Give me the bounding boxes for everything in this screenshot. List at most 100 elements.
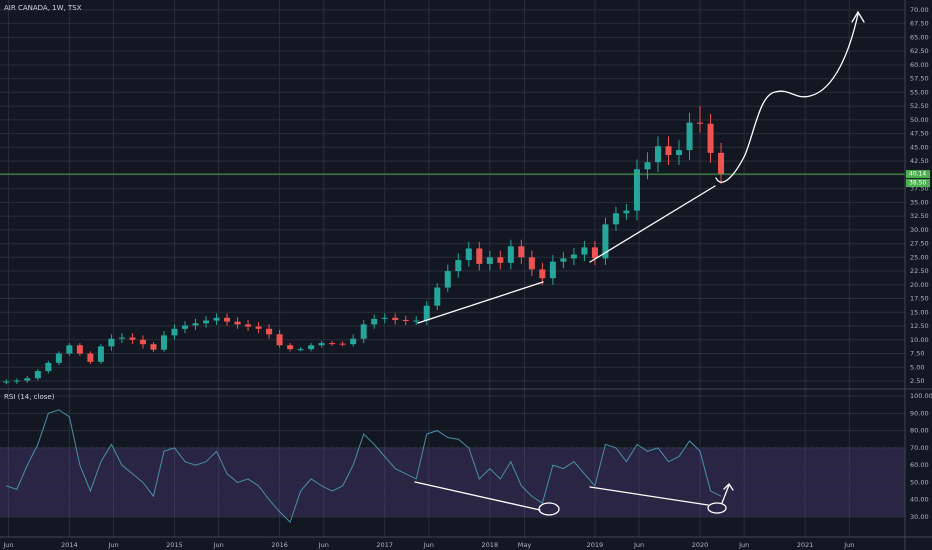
candle-body <box>171 328 178 336</box>
x-tick-label: 2019 <box>587 541 604 549</box>
candle-body <box>413 320 420 322</box>
candle-body <box>560 258 567 262</box>
candle-body <box>350 338 357 345</box>
candle-body <box>213 317 220 321</box>
candle-body <box>465 248 472 261</box>
x-tick-label: 2020 <box>692 541 709 549</box>
candle-body <box>360 324 367 339</box>
candle-body <box>97 346 104 362</box>
candle-body <box>654 146 661 163</box>
y-tick-label: 17.50 <box>910 295 929 303</box>
candle-body <box>686 122 693 151</box>
x-tick-label: 2017 <box>376 541 393 549</box>
candle-body <box>45 362 52 372</box>
y-tick-label: 50.00 <box>910 478 929 486</box>
candle-body <box>87 353 94 362</box>
candle-body <box>549 261 556 279</box>
x-tick-label: Jun <box>213 541 224 549</box>
candle-body <box>570 254 577 259</box>
candle-body <box>486 257 493 264</box>
candle-body <box>150 344 157 350</box>
candle-body <box>518 246 525 258</box>
arrow-head <box>851 10 865 23</box>
y-tick-label: 12.50 <box>910 322 929 330</box>
candle-body <box>245 324 252 327</box>
candle-body <box>297 349 304 351</box>
price-tag-label: 40.14 <box>909 171 926 178</box>
y-tick-label: 30.00 <box>910 226 929 234</box>
price-tag <box>906 179 930 188</box>
candle-body <box>381 317 388 319</box>
x-tick-label: May <box>518 541 532 549</box>
candle-body <box>224 317 231 322</box>
candle-body <box>444 271 451 288</box>
x-tick-label: 2018 <box>482 541 499 549</box>
x-tick-label: Jun <box>2 541 13 549</box>
y-tick-label: 62.50 <box>910 47 929 55</box>
y-tick-label: 67.50 <box>910 20 929 28</box>
candle-body <box>633 169 640 211</box>
candle-body <box>139 339 146 345</box>
y-tick-label: 55.00 <box>910 88 929 96</box>
x-tick-label: Jun <box>633 541 644 549</box>
y-tick-label: 45.00 <box>910 143 929 151</box>
candle-body <box>3 381 10 383</box>
candle-body <box>129 337 136 340</box>
candle-body <box>108 338 115 347</box>
candle-body <box>476 248 483 264</box>
y-tick-label: 42.50 <box>910 157 929 165</box>
arrow <box>721 482 734 504</box>
x-tick-label: 2014 <box>61 541 78 549</box>
y-tick-label: 15.00 <box>910 308 929 316</box>
trend-line <box>589 185 716 263</box>
candle-body <box>34 371 41 379</box>
x-tick-label: Jun <box>107 541 118 549</box>
candle-body <box>644 162 651 170</box>
x-tick-label: 2016 <box>271 541 288 549</box>
rsi-line <box>6 409 722 524</box>
y-tick-label: 37.50 <box>910 185 929 193</box>
y-tick-label: 27.50 <box>910 240 929 248</box>
projection-curve <box>715 13 859 183</box>
y-tick-label: 40.00 <box>910 496 929 504</box>
trend-line <box>414 481 541 511</box>
candle-body <box>255 326 262 329</box>
y-tick-label: 57.50 <box>910 75 929 83</box>
y-tick-label: 32.50 <box>910 212 929 220</box>
y-tick-label: 52.50 <box>910 102 929 110</box>
y-tick-label: 25.00 <box>910 253 929 261</box>
candle-body <box>160 335 167 350</box>
marks <box>0 106 905 524</box>
circle-mark <box>538 502 560 516</box>
candle-body <box>665 146 672 156</box>
chart-title: AIR CANADA, 1W, TSX <box>4 4 82 12</box>
candle-body <box>287 345 294 350</box>
price-tag-label: 38.50 <box>909 180 926 187</box>
candle-body <box>392 317 399 320</box>
candle-body <box>329 343 336 345</box>
y-tick-label: 5.00 <box>910 363 924 371</box>
x-tick-label: Jun <box>423 541 434 549</box>
drawings <box>414 10 865 516</box>
candle-body <box>402 319 409 321</box>
candle-body <box>539 269 546 279</box>
y-tick-label: 30.00 <box>910 513 929 521</box>
candle-body <box>318 343 325 346</box>
candle-body <box>371 318 378 325</box>
y-tick-label: 100.00 <box>910 392 932 400</box>
rsi-title: RSI (14, close) <box>4 393 55 401</box>
price-tag <box>906 170 930 179</box>
candle-body <box>581 247 588 255</box>
candle-body <box>181 325 188 329</box>
candle-body <box>676 150 683 156</box>
candle-body <box>423 305 430 321</box>
y-tick-label: 60.00 <box>910 61 929 69</box>
x-tick-label: Jun <box>738 541 749 549</box>
y-tick-label: 80.00 <box>910 427 929 435</box>
y-tick-label: 70.00 <box>910 6 929 14</box>
candle-body <box>203 320 210 324</box>
trend-line <box>589 486 709 506</box>
candle-body <box>234 321 241 325</box>
candle-body <box>55 353 62 363</box>
